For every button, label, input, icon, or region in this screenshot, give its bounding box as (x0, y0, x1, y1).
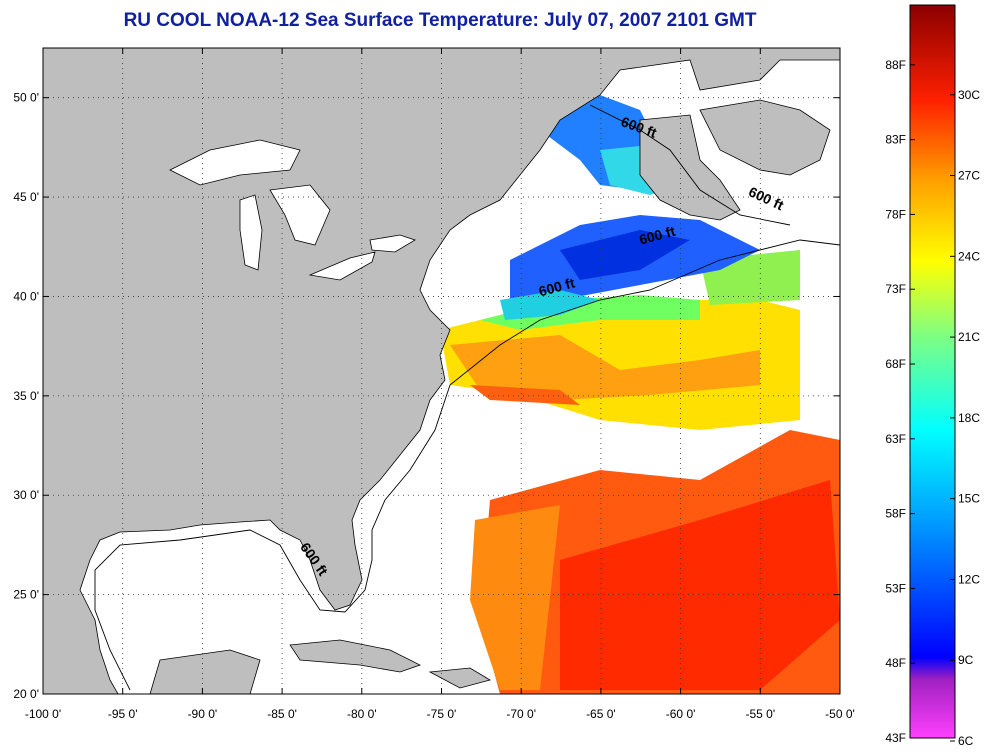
sst-hot-core (560, 480, 840, 690)
lon-tick-label: -75 0' (427, 707, 457, 721)
lat-tick-label: 50 0' (13, 91, 39, 105)
lat-tick-label: 30 0' (13, 488, 39, 502)
lake-erie (308, 251, 376, 281)
isobath-600ft (94, 104, 840, 691)
colorbar-gradient (909, 4, 956, 739)
map-title: RU COOL NOAA-12 Sea Surface Temperature:… (123, 10, 757, 31)
lat-tick-label: 20 0' (13, 687, 39, 701)
map-axes: -100 0' -95 0' -90 0' -85 0' -80 0' -75 0' -70… (13, 48, 855, 721)
colorbar-f-label: 48F (885, 656, 906, 670)
colorbar-c-label: 6C (958, 734, 974, 748)
lon-tick-label: -100 0' (25, 707, 61, 721)
hispaniola-land (428, 667, 492, 689)
sst-orange-west (470, 505, 560, 690)
lon-tick-label: -50 0' (825, 707, 855, 721)
lat-tick-label: 25 0' (13, 588, 39, 602)
colorbar-f-label: 43F (885, 731, 906, 745)
lake-michigan (239, 194, 263, 271)
lon-tick-label: -95 0' (108, 707, 138, 721)
colorbar-f-label: 83F (885, 133, 906, 147)
colorbar-f-label: 63F (885, 432, 906, 446)
colorbar-c-label: 9C (958, 653, 974, 667)
lat-tick-label: 40 0' (13, 289, 39, 303)
lake-ontario (369, 234, 416, 253)
lon-tick-label: -80 0' (347, 707, 377, 721)
isobath-north (589, 104, 791, 226)
lon-tick-label: -65 0' (586, 707, 616, 721)
lon-tick-label: -60 0' (666, 707, 696, 721)
colorbar-ticks: 43F 48F 53F 58F 63F 68F 73F 78F 83F 88F 6C 9C 12C 15C… (885, 58, 980, 748)
colorbar-c-label: 30C (958, 88, 980, 102)
lat-tick-label: 35 0' (13, 389, 39, 403)
lake-huron (269, 184, 331, 246)
sst-red-band (470, 385, 580, 405)
colorbar-c-label: 27C (958, 169, 980, 183)
colorbar-c-label: 15C (958, 492, 980, 506)
lon-tick-label: -90 0' (188, 707, 218, 721)
lon-tick-label: -70 0' (506, 707, 536, 721)
colorbar-c-label: 12C (958, 572, 980, 586)
colorbar-f-label: 53F (885, 581, 906, 595)
isobath-east-coast (449, 239, 840, 386)
lon-tick-label: -85 0' (267, 707, 297, 721)
colorbar-f-label: 58F (885, 507, 906, 521)
colorbar: 43F 48F 53F 58F 63F 68F 73F 78F 83F 88F 6C 9C 12C 15C… (885, 4, 980, 748)
sst-green-slope (480, 295, 700, 330)
colorbar-c-label: 21C (958, 330, 980, 344)
colorbar-f-label: 68F (885, 357, 906, 371)
colorbar-c-label: 24C (958, 249, 980, 263)
lon-tick-label: -55 0' (745, 707, 775, 721)
lat-tick-label: 45 0' (13, 190, 39, 204)
newfoundland-land (699, 99, 831, 176)
sst-gulfstream-core (450, 335, 760, 400)
colorbar-f-label: 73F (885, 282, 906, 296)
canada-maritimes-land (639, 114, 741, 221)
sst-cyan-shelf (500, 290, 600, 320)
yucatan-land (149, 649, 261, 694)
sst-blue-core (560, 230, 690, 280)
colorbar-f-label: 78F (885, 207, 906, 221)
colorbar-c-label: 18C (958, 411, 980, 425)
colorbar-f-label: 88F (885, 58, 906, 72)
isobath-south (94, 384, 451, 691)
map-border (42, 47, 841, 695)
cuba-land (289, 639, 422, 673)
